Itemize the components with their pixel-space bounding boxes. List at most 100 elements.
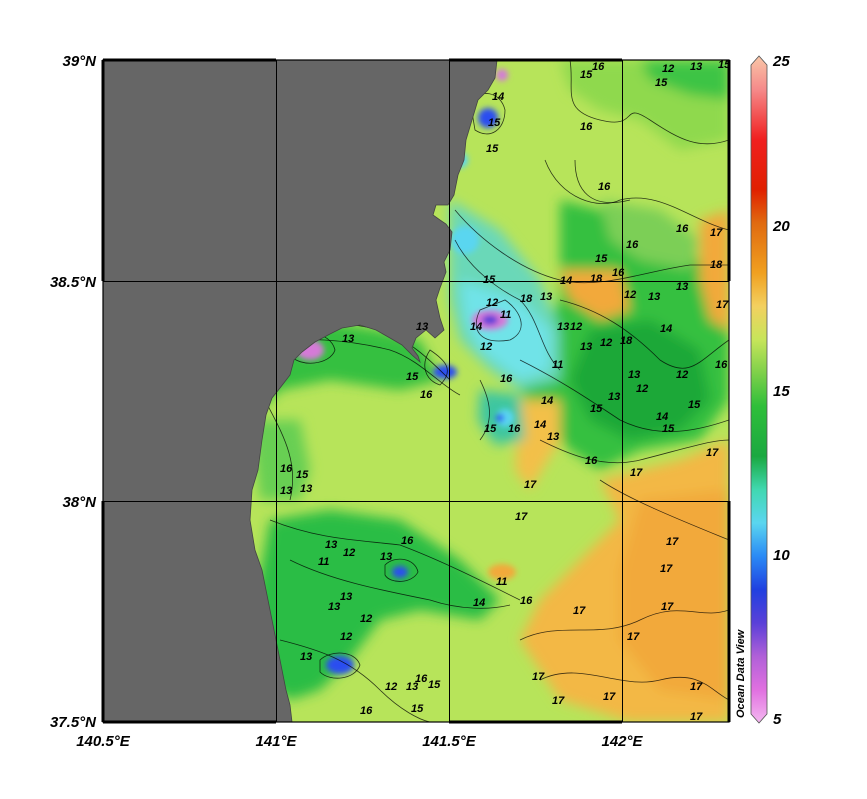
contour-label: 17 — [524, 479, 537, 491]
contour-label: 16 — [676, 223, 689, 235]
contour-label: 13 — [690, 61, 702, 73]
contour-label: 13 — [342, 333, 354, 345]
contour-label: 17 — [706, 447, 719, 459]
colorbar-label-15: 15 — [773, 383, 790, 400]
lon-label-141: 141°E — [255, 733, 297, 750]
contour-label: 13 — [406, 681, 418, 693]
contour-label: 17 — [552, 695, 565, 707]
contour-label: 18 — [520, 293, 533, 305]
contour-label: 12 — [486, 297, 498, 309]
contour-label: 13 — [380, 551, 392, 563]
contour-label: 16 — [420, 389, 433, 401]
contour-label: 17 — [515, 511, 528, 523]
contour-label: 14 — [656, 411, 668, 423]
contour-label: 14 — [541, 395, 553, 407]
contour-label: 17 — [690, 681, 703, 693]
contour-label: 18 — [590, 273, 603, 285]
lon-label-141-5: 141.5°E — [422, 733, 477, 750]
contour-label: 16 — [626, 239, 639, 251]
contour-label: 15 — [406, 371, 419, 383]
contour-label: 16 — [520, 595, 533, 607]
contour-label: 16 — [280, 463, 293, 475]
contour-label: 15 — [296, 469, 309, 481]
contour-label: 18 — [710, 259, 723, 271]
contour-label: 13 — [325, 539, 337, 551]
contour-label: 16 — [401, 535, 414, 547]
contour-label: 14 — [473, 597, 485, 609]
contour-label: 12 — [624, 289, 636, 301]
colorbar-label-10: 10 — [773, 547, 790, 564]
lon-label-140-5: 140.5°E — [76, 733, 131, 750]
contour-label: 17 — [716, 299, 729, 311]
contour-label: 13 — [416, 321, 428, 333]
colorbar-label-20: 20 — [772, 218, 790, 235]
contour-label: 15 — [590, 403, 603, 415]
map-frame — [102, 59, 730, 723]
contour-label: 12 — [636, 383, 648, 395]
contour-label: 13 — [608, 391, 620, 403]
contour-label: 17 — [532, 671, 545, 683]
contour-label: 15 — [483, 274, 496, 286]
lat-label-38: 38°N — [62, 494, 97, 511]
contour-label: 13 — [547, 431, 559, 443]
contour-label: 17 — [710, 227, 723, 239]
contour-label: 16 — [715, 359, 728, 371]
contour-label: 15 — [655, 77, 668, 89]
contour-label: 16 — [612, 267, 625, 279]
contour-label: 12 — [385, 681, 397, 693]
contour-label: 13 — [340, 591, 352, 603]
contour-label: 16 — [585, 455, 598, 467]
contour-label: 13 — [628, 369, 640, 381]
contour-label: 14 — [660, 323, 672, 335]
contour-label: 15 — [688, 399, 701, 411]
contour-label: 14 — [492, 91, 504, 103]
contour-label: 13 — [280, 485, 292, 497]
contour-label: 13 — [580, 341, 592, 353]
contour-label: 12 — [343, 547, 355, 559]
contour-label: 16 — [508, 423, 521, 435]
colorbar-bar — [750, 55, 768, 724]
contour-label: 12 — [676, 369, 688, 381]
contour-label: 12 — [340, 631, 352, 643]
contour-label: 12 — [570, 321, 582, 333]
contour-label: 17 — [573, 605, 586, 617]
contour-label: 15 — [662, 423, 675, 435]
contour-label: 15 — [486, 143, 499, 155]
lat-label-39: 39°N — [62, 53, 97, 70]
contour-label: 11 — [500, 309, 511, 321]
contour-label: 17 — [627, 631, 640, 643]
lat-label-38-5: 38.5°N — [50, 274, 97, 291]
contour-label: 12 — [600, 337, 612, 349]
contour-label: 13 — [648, 291, 660, 303]
contour-label: 14 — [470, 321, 482, 333]
contour-label: 15 — [428, 679, 441, 691]
contour-label: 11 — [496, 576, 507, 588]
ocean-data-view-watermark: Ocean Data View — [735, 628, 747, 718]
contour-label: 11 — [552, 359, 563, 371]
contour-label: 16 — [500, 373, 513, 385]
contour-label: 13 — [300, 483, 312, 495]
contour-label: 15 — [411, 703, 424, 715]
contour-label: 13 — [300, 651, 312, 663]
colorbar: 25 20 15 10 5 — [750, 53, 790, 728]
contour-label: 12 — [480, 341, 492, 353]
contour-label: 16 — [598, 181, 611, 193]
contour-label: 14 — [560, 275, 572, 287]
colorbar-label-5: 5 — [773, 711, 782, 728]
lat-label-37-5: 37.5°N — [50, 714, 97, 731]
contour-label: 17 — [666, 536, 679, 548]
contour-label: 11 — [318, 556, 329, 568]
contour-label: 12 — [360, 613, 372, 625]
land-mass — [103, 60, 498, 722]
temperature-extremes — [296, 69, 516, 674]
frame-ticks — [101, 58, 731, 724]
contour-label: 17 — [603, 691, 616, 703]
contour-label: 15 — [488, 117, 501, 129]
contour-label: 17 — [690, 711, 703, 723]
contour-label: 16 — [415, 673, 428, 685]
colorbar-label-25: 25 — [772, 53, 790, 70]
contour-label: 17 — [660, 563, 673, 575]
